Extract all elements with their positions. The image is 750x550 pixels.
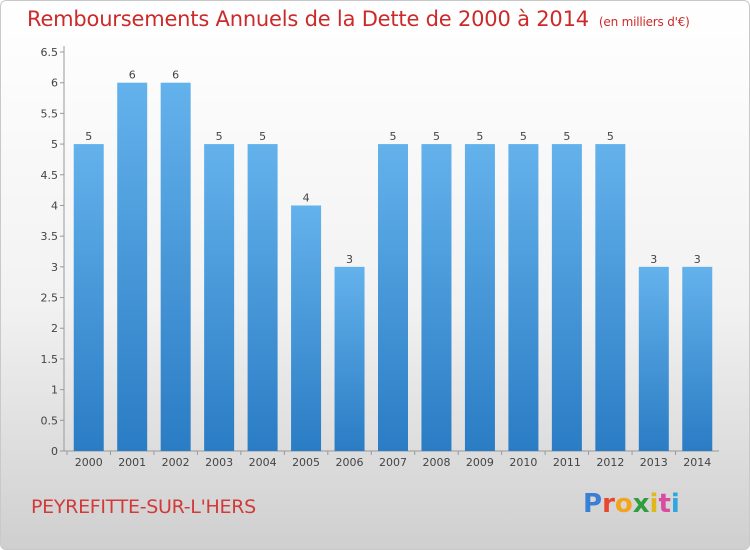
- data-label: 5: [607, 130, 614, 143]
- bar: [378, 144, 408, 452]
- y-tick-label: 4: [51, 199, 58, 212]
- y-tick-label: 3: [51, 261, 58, 274]
- x-tick-label: 2010: [509, 456, 537, 469]
- bar: [291, 205, 322, 451]
- data-label: 5: [216, 130, 223, 143]
- x-tick-label: 2012: [596, 456, 624, 469]
- data-label: 3: [346, 253, 353, 266]
- commune-name: PEYREFITTE-SUR-L'HERS: [31, 496, 256, 518]
- y-tick-label: 2.5: [41, 292, 59, 305]
- data-label: 5: [433, 130, 440, 143]
- logo-letter: o: [614, 489, 633, 519]
- y-tick-label: 6.5: [41, 46, 59, 59]
- data-label: 5: [520, 130, 527, 143]
- bar: [464, 144, 495, 452]
- x-tick-label: 2005: [292, 456, 320, 469]
- bar: [160, 82, 191, 451]
- data-label: 5: [259, 130, 266, 143]
- x-tick-label: 2007: [379, 456, 407, 469]
- bar: [638, 266, 669, 451]
- data-label: 4: [303, 191, 310, 204]
- x-tick-label: 2011: [553, 456, 581, 469]
- logo-letter: i: [670, 489, 680, 519]
- y-tick-label: 5.5: [41, 107, 59, 120]
- chart-title: Remboursements Annuels de la Dette de 20…: [27, 7, 690, 31]
- y-tick-label: 6: [51, 77, 58, 90]
- x-tick-label: 2009: [466, 456, 494, 469]
- data-label: 6: [172, 69, 179, 82]
- bar: [117, 82, 148, 451]
- bar: [551, 144, 582, 452]
- logo-letter: P: [583, 489, 603, 519]
- x-tick-label: 2006: [336, 456, 364, 469]
- x-tick-label: 2008: [422, 456, 450, 469]
- data-label: 3: [694, 253, 701, 266]
- data-label: 5: [476, 130, 483, 143]
- x-tick-label: 2004: [249, 456, 277, 469]
- x-tick-label: 2001: [118, 456, 146, 469]
- data-label: 3: [650, 253, 657, 266]
- bar: [421, 144, 452, 452]
- y-tick-label: 5: [51, 138, 58, 151]
- x-tick-label: 2014: [683, 456, 711, 469]
- bar: [334, 266, 365, 451]
- y-tick-label: 3.5: [41, 230, 59, 243]
- bar: [247, 144, 278, 452]
- x-tick-label: 2003: [205, 456, 233, 469]
- data-label: 6: [129, 69, 136, 82]
- x-tick-label: 2000: [75, 456, 103, 469]
- y-tick-label: 1: [51, 384, 58, 397]
- logo-letter: t: [658, 489, 671, 519]
- y-tick-label: 4.5: [41, 169, 59, 182]
- data-label: 5: [390, 130, 397, 143]
- y-tick-label: 1.5: [41, 353, 59, 366]
- logo-letter: r: [602, 489, 615, 519]
- y-tick-label: 0.5: [41, 414, 59, 427]
- proxiti-logo: Proxiti: [583, 489, 680, 519]
- x-tick-label: 2002: [162, 456, 190, 469]
- x-tick-label: 2013: [640, 456, 668, 469]
- y-tick-label: 2: [51, 322, 58, 335]
- y-tick-label: 0: [51, 445, 58, 458]
- chart-title-text: Remboursements Annuels de la Dette de 20…: [27, 7, 589, 31]
- logo-letter: i: [649, 489, 659, 519]
- bar: [682, 266, 713, 451]
- data-label: 5: [563, 130, 570, 143]
- bar: [204, 144, 235, 452]
- bar: [595, 144, 626, 452]
- unit-label: (en milliers d'€): [598, 15, 690, 29]
- bar: [508, 144, 539, 452]
- logo-letter: x: [632, 489, 650, 519]
- data-label: 5: [85, 130, 92, 143]
- bar: [73, 144, 104, 452]
